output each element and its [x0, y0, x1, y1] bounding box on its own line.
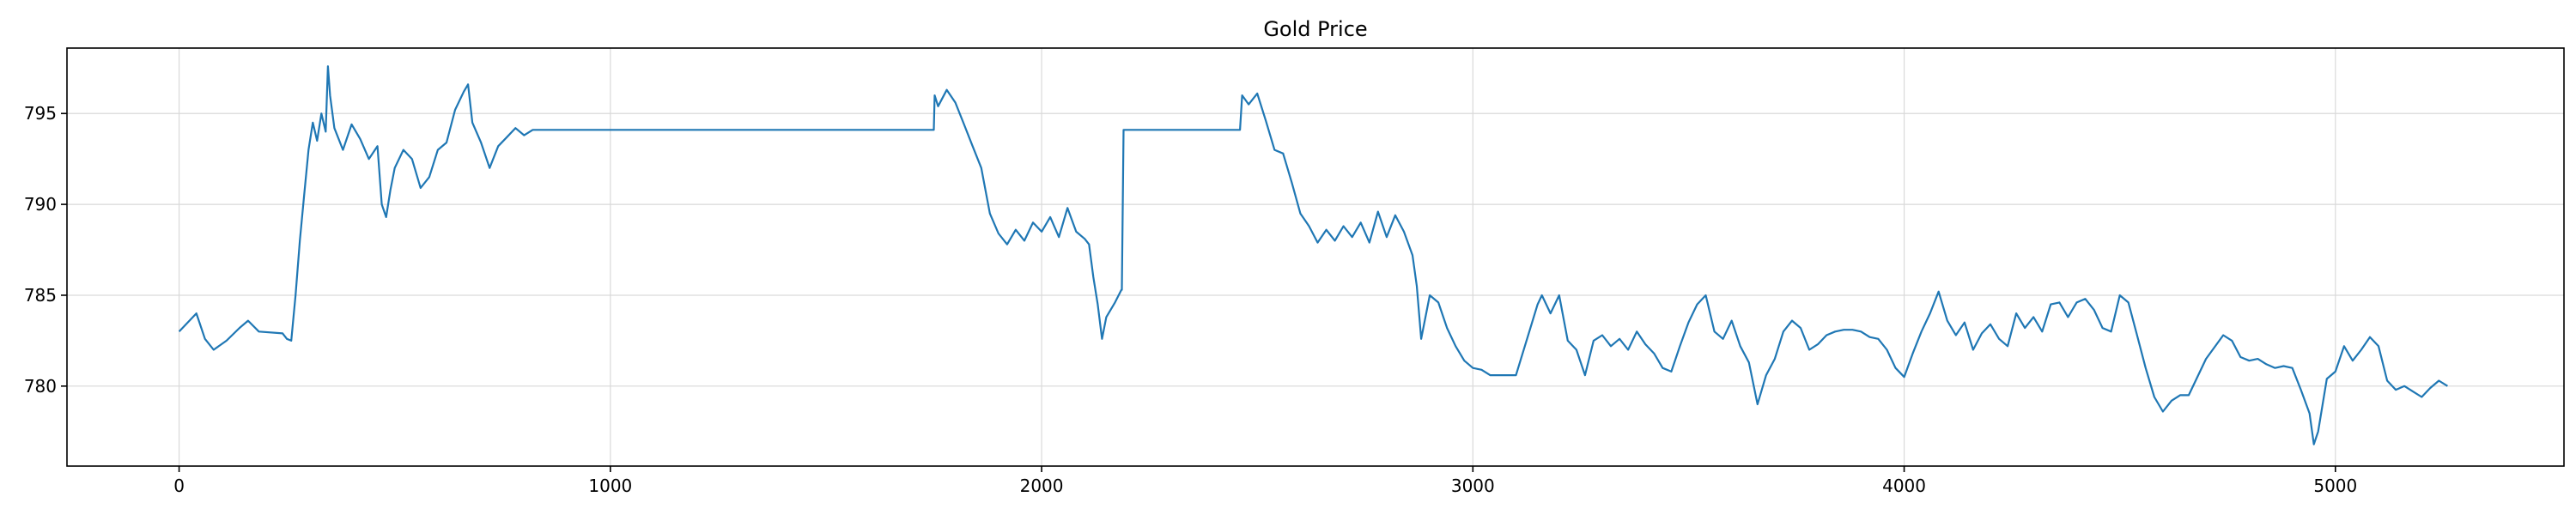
y-tick-label: 780	[24, 376, 57, 397]
y-tick-label: 795	[24, 103, 57, 124]
axes: 0 1000 2000 3000 4000 5000 780 785 790 795	[24, 103, 2357, 496]
price-series-line	[178, 65, 2448, 445]
y-tick-label: 790	[24, 194, 57, 215]
y-tick-label: 785	[24, 285, 57, 306]
grid-lines	[67, 48, 2564, 466]
plot-area	[178, 65, 2448, 445]
x-tick-label: 1000	[588, 476, 632, 496]
plot-frame	[66, 47, 2565, 467]
x-tick-label: 0	[173, 476, 185, 496]
x-tick-label: 3000	[1451, 476, 1495, 496]
chart-title: Gold Price	[1263, 17, 1367, 41]
x-tick-label: 5000	[2313, 476, 2357, 496]
x-tick-label: 2000	[1020, 476, 1064, 496]
x-tick-label: 4000	[1882, 476, 1926, 496]
